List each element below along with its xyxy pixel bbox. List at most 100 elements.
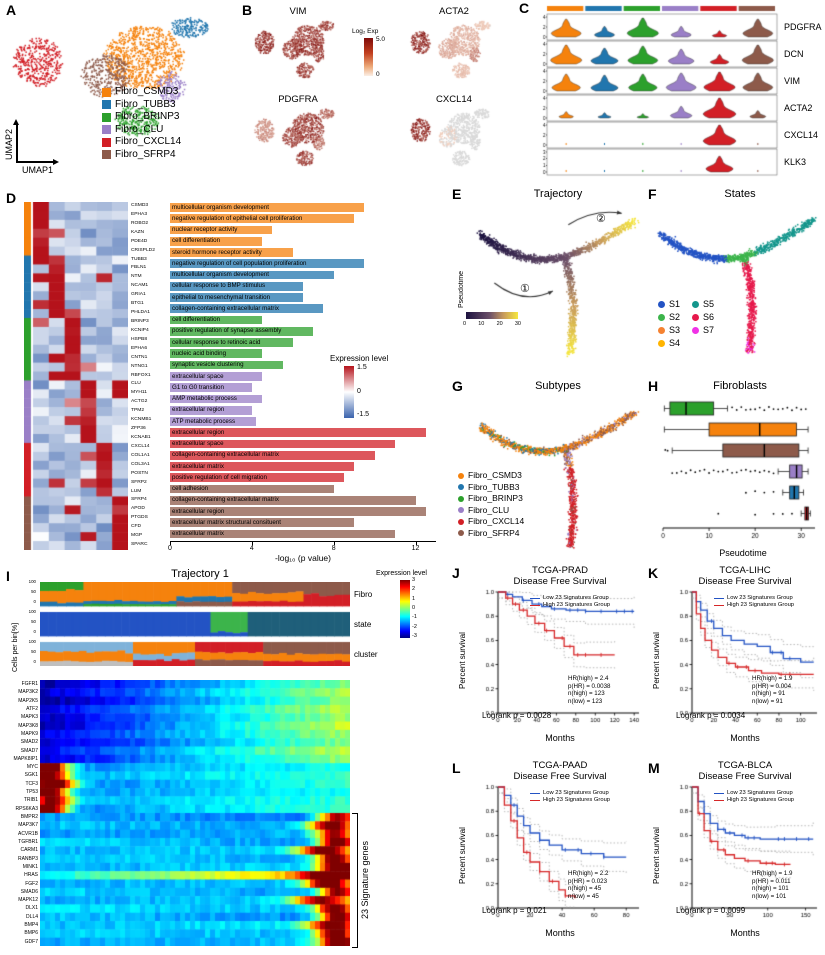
go-term-row: negative regulation of epithelial cell p…	[170, 213, 446, 224]
i-heatmap-gene-label: MAPK9	[21, 730, 38, 737]
km-legend-line	[714, 793, 724, 794]
legend-item: Fibro_SFRP4	[102, 149, 181, 162]
feature-title-vim: VIM	[289, 6, 307, 17]
trajectory-states-canvas	[652, 202, 822, 362]
legend-item: Fibro_TUBB3	[102, 99, 181, 112]
legend-item: Fibro_BRINP3	[102, 111, 181, 124]
km-xlabel: Months	[730, 928, 760, 938]
i-heatmap-gene-label: BMPR2	[20, 814, 38, 820]
go-term-row: cell differentiation	[170, 315, 446, 326]
feature-plot-acta2	[408, 18, 500, 90]
i-heatmap-gene-label: TP53	[26, 789, 38, 796]
heatmap-gene-label: SPARC	[131, 542, 148, 548]
km-stat-line: n(high) = 45	[568, 885, 602, 893]
km-stat-line: p(HR) = 0.0038	[568, 682, 611, 690]
go-term-bar	[170, 304, 324, 314]
pseudotime-tick-label: 10	[478, 321, 485, 327]
d-colorbar-tick-mid: 0	[357, 388, 361, 395]
heatmap-gene-label: APOD	[131, 506, 145, 512]
go-axis-tick	[251, 542, 253, 545]
go-term-row: cell differentiation	[170, 236, 446, 247]
marker-heatmap-canvas	[24, 202, 128, 550]
go-term-label: extracellular matrix	[172, 530, 224, 538]
km-legend-line	[714, 598, 724, 599]
km-stat-line: n(low) = 123	[568, 697, 603, 705]
panel-k: K TCGA-LIHC Disease Free Survival Percen…	[648, 565, 825, 761]
legend-item: Fibro_CXCL14	[102, 136, 181, 149]
go-term-row: epithelial to mesenchymal transition	[170, 292, 446, 303]
i-colorbar-tick: 1	[412, 595, 416, 602]
go-axis-label: -log₁₀ (p value)	[274, 553, 332, 563]
km-xlabel: Months	[730, 733, 760, 743]
state-legend-label: S7	[703, 325, 715, 335]
km-legend-item: Low 23 Signatures Group	[530, 595, 610, 602]
heatmap-gene-label: PHLDA1	[131, 310, 151, 316]
state-legend-item: S5	[692, 298, 714, 311]
i-heatmap-canvas	[40, 680, 350, 946]
i-heatmap-gene-label: ATF2	[26, 705, 38, 712]
go-term-bar	[170, 405, 252, 415]
km-legend-item: High 23 Signatures Group	[714, 602, 794, 609]
umap2-axis-line	[16, 124, 18, 162]
go-term-row: steroid hormone receptor activity	[170, 247, 446, 258]
go-term-label: positive regulation of cell migration	[172, 473, 267, 481]
pseudotime-colorbar	[466, 312, 518, 319]
state-legend-swatch	[692, 314, 700, 321]
km-stat-line: n(high) = 101	[752, 885, 789, 893]
heatmap-gene-label: CNTN1	[131, 354, 148, 360]
subtype-legend-swatch	[458, 484, 464, 491]
i-colorbar-tick: 3	[412, 577, 416, 583]
i-heatmap-gene-label: HRAS	[24, 872, 38, 879]
go-term-bar	[170, 259, 365, 269]
legend-swatch	[102, 125, 111, 135]
state-legend-label: S3	[669, 325, 681, 335]
go-term-row: extracellular region	[170, 427, 446, 438]
state-legend-swatch	[658, 301, 665, 308]
go-term-bar	[170, 484, 334, 494]
km-legend-item: Low 23 Signatures Group	[530, 790, 610, 797]
km-subtitle: Disease Free Survival	[698, 576, 792, 587]
d-colorbar-tick-lo: -1.5	[357, 411, 370, 418]
d-colorbar-tick-hi: 1.5	[357, 364, 367, 371]
d-colorbar	[344, 366, 354, 418]
panel-e-label: E	[452, 186, 462, 202]
heatmap-gene-label: ZFP36	[131, 426, 146, 432]
subtype-legend-item: Fibro_CXCL14	[458, 516, 524, 528]
go-term-row: extracellular space	[170, 371, 446, 382]
km-plot-canvas	[474, 589, 642, 729]
km-stat-line: HR(high) = 1.9	[752, 870, 793, 877]
feature-title-pdgfra: PDGFRA	[278, 94, 318, 105]
km-stats: HR(high) = 1.9 p(HR) = 0.004 n(high) = 91 n…	[752, 675, 792, 705]
i-heatmap-gene-label: MYC	[26, 764, 38, 771]
km-legend: Low 23 Signatures Group High 23 Signature…	[714, 595, 794, 609]
km-legend-label: High 23 Signatures Group	[727, 602, 795, 608]
i-heatmap-gene-label: GDF7	[24, 938, 38, 945]
subtype-legend-label: Fibro_CSMD3	[468, 470, 522, 480]
subtype-legend-label: Fibro_CXCL14	[468, 516, 525, 526]
subtype-legend-label: Fibro_TUBB3	[468, 481, 520, 492]
panel-b-label: B	[242, 2, 253, 18]
km-legend-line	[530, 598, 540, 599]
km-legend-label: High 23 Signatures Group	[543, 797, 611, 803]
signature-bracket	[352, 813, 358, 948]
pseudotime-ticks: 0 10 20 30	[463, 321, 521, 327]
go-term-label: epithelial to mesenchymal transition	[172, 293, 271, 301]
subtype-legend-label: Fibro_BRINP3	[468, 493, 523, 503]
heatmap-gene-label: SFRP4	[131, 497, 147, 503]
heatmap-gene-label: NCAM1	[131, 283, 149, 289]
heatmap-gene-label: NTNG1	[131, 363, 148, 369]
i-heatmap-gene-label: BMP4	[24, 922, 38, 929]
state-legend-label: S2	[669, 312, 681, 322]
pseudotime-label: Pseudotime	[458, 271, 465, 308]
panel-j: J TCGA-PRAD Disease Free Survival Percen…	[450, 565, 648, 761]
i-heatmap-gene-label: RPS6KA3	[15, 805, 38, 812]
legend-item: Fibro_CSMD3	[102, 86, 181, 99]
state-legend-label: S6	[703, 312, 715, 322]
i-heatmap-gene-label: DLL4	[26, 913, 38, 920]
km-subtitle: Disease Free Survival	[513, 576, 607, 587]
go-term-bar	[170, 507, 426, 516]
strip-ytick: 0	[33, 599, 36, 604]
strip-ytick: 100	[28, 579, 36, 584]
km-legend-line	[714, 800, 724, 801]
km-legend-item: Low 23 Signatures Group	[714, 790, 794, 797]
